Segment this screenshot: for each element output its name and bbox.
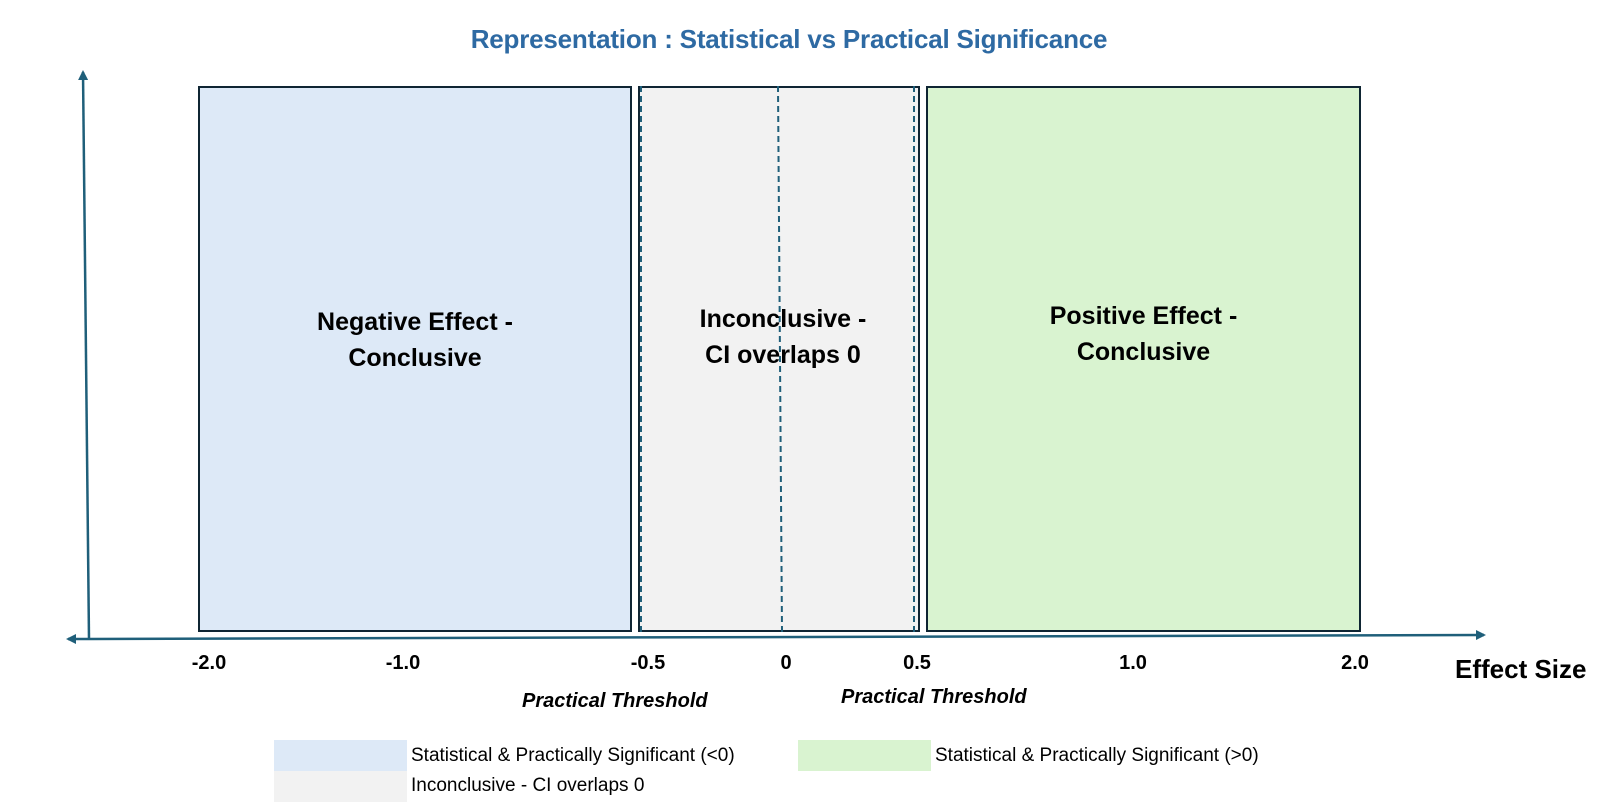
- legend-swatch-negative: [274, 740, 407, 771]
- tick-label-neg-1: -1.0: [385, 652, 421, 674]
- positive-zone-label: Positive Effect - Conclusive: [1049, 302, 1238, 366]
- tick-label-neg-2: -2.0: [191, 652, 227, 674]
- tick-label-neg-0-5: -0.5: [630, 652, 666, 674]
- x-axis-label: Effect Size: [1455, 654, 1587, 684]
- tick-label-pos-1: 1.0: [1119, 652, 1147, 674]
- tick-label-zero: 0: [780, 652, 792, 674]
- tick-label-pos-0-5: 0.5: [903, 652, 931, 674]
- negative-zone-label: Negative Effect - Conclusive: [317, 308, 513, 372]
- negative-effect-zone: [198, 86, 632, 632]
- tick-label-pos-2: 2.0: [1341, 652, 1369, 674]
- x-axis-line: [88, 630, 1486, 641]
- legend-label-inconclusive: Inconclusive - CI overlaps 0: [411, 775, 645, 796]
- y-axis-line: [78, 70, 91, 641]
- legend-label-negative: Statistical & Practically Significant (<…: [411, 745, 735, 766]
- inconclusive-zone-label: Inconclusive - CI overlaps 0: [699, 305, 867, 369]
- legend-label-positive: Statistical & Practically Significant (>…: [935, 745, 1259, 766]
- practical-threshold-right-label: Practical Threshold: [841, 686, 1027, 708]
- diagram-title: Representation : Statistical vs Practica…: [470, 24, 1108, 54]
- positive-effect-zone: [926, 86, 1361, 632]
- legend-swatch-positive: [798, 740, 931, 771]
- zero-line: [777, 85, 783, 633]
- legend-swatch-inconclusive: [274, 771, 407, 802]
- practical-threshold-left-label: Practical Threshold: [522, 690, 708, 712]
